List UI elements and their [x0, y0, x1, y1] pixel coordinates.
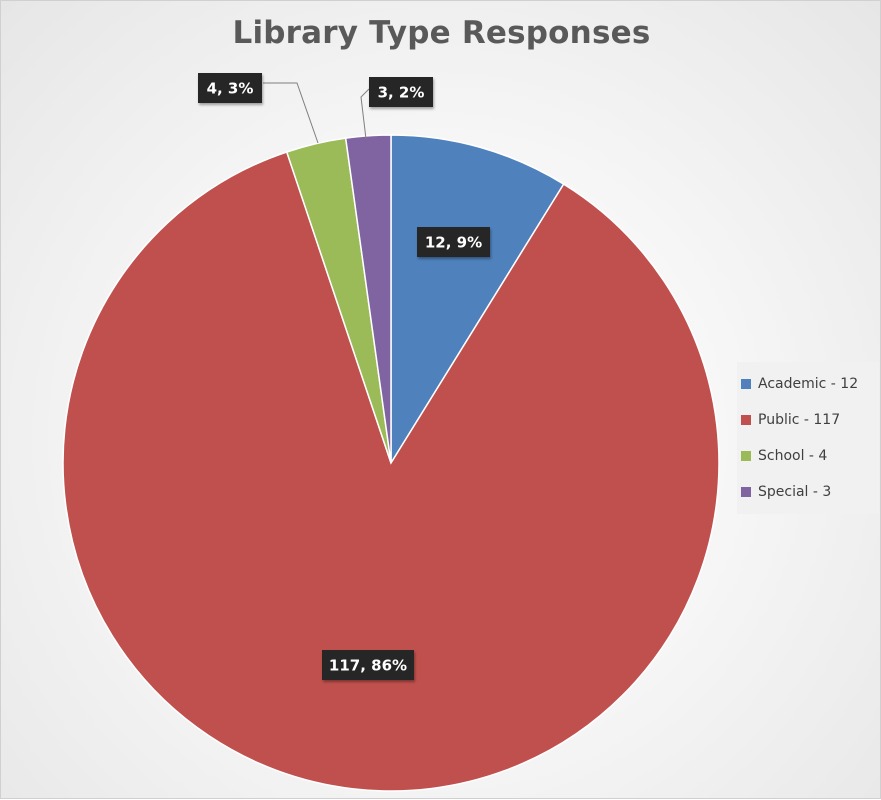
legend-item-special: Special - 3 — [741, 474, 879, 510]
legend-label-public: Public - 117 — [758, 412, 841, 428]
data-label-text-special: 3, 2% — [378, 84, 425, 102]
legend-item-public: Public - 117 — [741, 402, 879, 438]
data-label-special: 3, 2% — [369, 77, 433, 107]
legend: Academic - 12 Public - 117 School - 4 Sp… — [737, 362, 879, 514]
legend-label-special: Special - 3 — [758, 484, 832, 500]
data-label-school: 4, 3% — [198, 73, 262, 103]
leader-line-special — [360, 88, 370, 140]
pie-slice-special — [344, 134, 392, 464]
pie-slice-public — [62, 151, 720, 792]
leader-line-school — [263, 82, 319, 144]
data-label-public: 117, 86% — [322, 650, 414, 680]
data-label-box-special — [369, 77, 433, 107]
legend-label-academic: Academic - 12 — [758, 376, 859, 392]
data-label-text-school: 4, 3% — [207, 80, 254, 98]
legend-item-school: School - 4 — [741, 438, 879, 474]
legend-item-academic: Academic - 12 — [741, 366, 879, 402]
legend-swatch-special — [741, 487, 751, 497]
legend-swatch-public — [741, 415, 751, 425]
data-label-box-academic — [417, 227, 490, 257]
legend-label-school: School - 4 — [758, 448, 828, 464]
legend-swatch-academic — [741, 379, 751, 389]
legend-swatch-school — [741, 451, 751, 461]
chart-title: Library Type Responses — [232, 15, 651, 51]
data-label-text-public: 117, 86% — [329, 657, 407, 675]
pie-slice-academic — [390, 134, 565, 466]
data-label-text-academic: 12, 9% — [425, 234, 482, 252]
data-label-box-school — [198, 73, 262, 103]
data-label-box-public — [322, 650, 414, 680]
data-label-academic: 12, 9% — [417, 227, 490, 257]
